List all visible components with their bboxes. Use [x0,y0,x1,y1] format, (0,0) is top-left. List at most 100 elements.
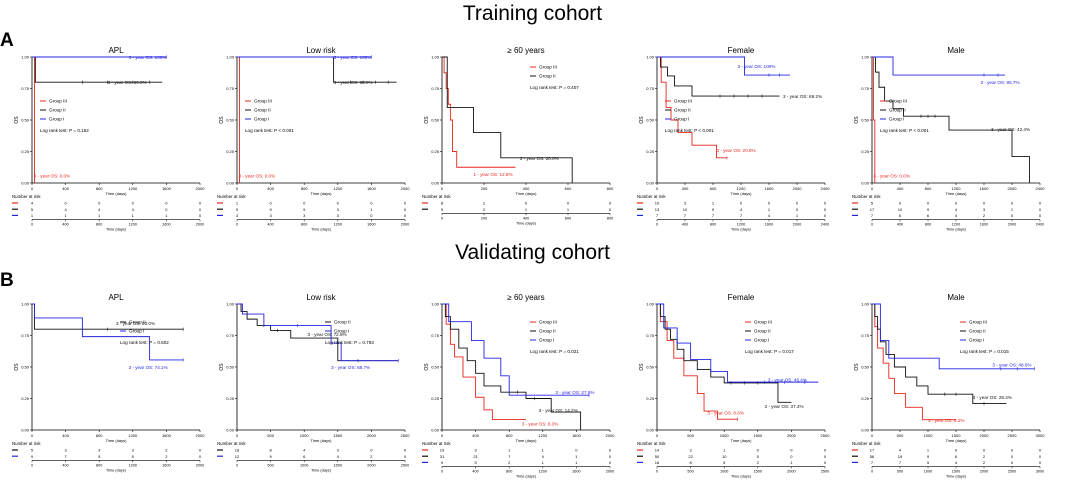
x-axis-label: Time (days) [106,438,128,443]
y-tick-label: 0.50 [21,365,30,370]
km-curve-group-ii [32,303,184,330]
risk-x-axis-label: Time (days) [516,221,537,225]
risk-x-tick-label: 2000 [196,223,204,227]
y-tick-label: 0.75 [21,333,30,338]
risk-x-tick-label: 0 [236,223,238,227]
y-tick-label: 0.75 [226,86,235,91]
legend-label-group-iii: Group III [49,99,67,104]
risk-count: 0 [1011,201,1014,206]
risk-count: 7 [684,213,687,218]
risk-count: 9 [236,207,239,212]
risk-count: 0 [199,448,202,453]
risk-count: 4 [899,448,902,453]
x-tick-label: 1600 [162,433,172,438]
x-tick-label: 400 [523,186,530,191]
risk-count: 2 [165,454,168,459]
y-tick-label: 0.75 [861,333,870,338]
y-tick-label: 0.75 [431,86,440,91]
risk-count: 2 [370,454,373,459]
risk-x-tick-label: 2000 [367,463,375,467]
risk-count: 0 [370,448,373,453]
risk-count: 5 [98,454,101,459]
y-tick-label: 0.75 [21,86,30,91]
risk-count: 3 [98,448,101,453]
risk-x-tick-label: 0 [871,223,873,227]
risk-x-tick-label: 400 [897,223,903,227]
risk-count: 0 [303,201,306,206]
y-axis-label: OS [424,116,430,124]
x-tick-label: 500 [897,433,904,438]
km-curve-group-i [657,56,790,76]
risk-count: 0 [567,201,570,206]
legend-label-group-ii: Group II [754,329,771,334]
y-tick-label: 0.25 [21,149,30,154]
risk-x-tick-label: 0 [31,463,33,467]
risk-count: 4 [955,207,958,212]
log-rank-text: Log rank test: P = 0.793 [325,340,374,345]
risk-count: 4 [768,213,771,218]
risk-x-tick-label: 1200 [952,223,960,227]
risk-x-tick-label: 200 [481,216,487,220]
x-axis-label: Time (days) [311,438,333,443]
risk-count: 8 [689,460,692,465]
risk-count: 4 [132,207,135,212]
risk-count: 1 [790,460,793,465]
km-curve-group-ii [442,303,582,430]
y-axis-label: OS [639,363,645,371]
x-tick-label: 1200 [737,186,747,191]
x-tick-label: 0 [656,186,659,191]
risk-count: 17 [870,448,875,453]
risk-count: 1 [483,201,486,206]
risk-x-tick-label: 1200 [129,463,137,467]
risk-x-tick-label: 1000 [720,470,728,474]
number-at-risk-title: Number at risk [422,194,451,199]
risk-count: 0 [98,201,101,206]
risk-x-tick-label: 400 [523,216,529,220]
legend-label-group-ii: Group II [674,108,691,113]
km-curve-group-ii [872,56,1030,183]
risk-count: 0 [199,207,202,212]
risk-count: 1 [165,213,168,218]
y-tick-label: 0.75 [861,86,870,91]
risk-x-tick-label: 1000 [924,470,932,474]
x-tick-label: 2500 [821,433,831,438]
km-plot-a-low: Low risk 0.00 0.25 0.50 0.75 1.00 0 400 800 1200 1… [217,46,410,232]
risk-count: 6 [899,213,902,218]
x-tick-label: 1500 [753,433,763,438]
risk-count: 0 [575,448,578,453]
x-tick-label: 2000 [787,433,797,438]
x-tick-label: 1500 [333,433,343,438]
y-tick-label: 1.00 [646,302,655,307]
risk-count: 0 [927,201,930,206]
km-curve-group-iii [657,56,727,159]
legend-label-group-i: Group I [674,117,689,122]
y-tick-label: 0.00 [226,181,235,186]
risk-count: 0 [796,207,799,212]
risk-x-axis-label: Time (days) [311,228,332,232]
validating-cohort-title: Validating cohort [455,241,610,264]
risk-x-tick-label: 3000 [1036,470,1044,474]
risk-count: 4 [64,207,67,212]
risk-count: 0 [1039,448,1042,453]
risk-x-tick-label: 2400 [821,223,829,227]
risk-count: 2 [757,460,760,465]
x-tick-label: 800 [710,186,717,191]
risk-count: 2 [983,454,986,459]
legend-label-group-iii: Group III [674,99,692,104]
os-annotation-group-i: 3 - year OS: 68.7% [331,365,370,370]
y-axis-label: OS [639,116,645,124]
os-annotation-group-iii: 1 - year OS: 12.5% [474,172,513,177]
number-at-risk-title: Number at risk [852,194,881,199]
km-curve-group-ii [32,56,163,83]
km-curve-group-i [657,303,819,383]
risk-x-tick-label: 500 [687,470,693,474]
x-tick-label: 1600 [367,186,377,191]
plot-title: Low risk [306,46,336,55]
y-tick-label: 0.00 [861,428,870,433]
y-axis-label: OS [219,363,225,371]
x-tick-label: 1200 [333,186,343,191]
x-tick-label: 0 [441,433,444,438]
